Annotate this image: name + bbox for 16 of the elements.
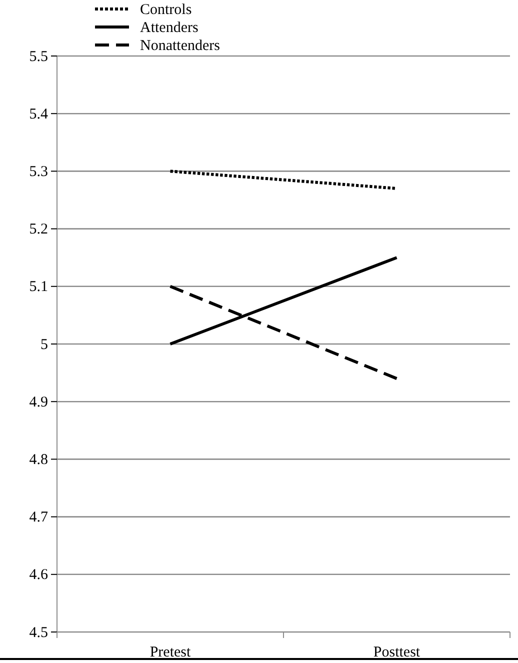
- y-tick-label: 5.1: [29, 279, 48, 296]
- y-tick-label: 5: [40, 336, 48, 353]
- y-tick-label: 5.4: [29, 106, 48, 122]
- y-tick-label: 4.5: [29, 624, 48, 641]
- y-tick-label: 5.3: [29, 164, 48, 180]
- x-tick-label: Posttest: [373, 644, 421, 661]
- y-tick-label: 4.9: [29, 394, 48, 410]
- y-tick-label: 4.7: [29, 510, 48, 526]
- y-tick-label: 4.8: [29, 452, 48, 468]
- legend-label: Nonattenders: [140, 38, 220, 54]
- y-tick-label: 5.5: [29, 48, 48, 65]
- legend-label: Controls: [140, 2, 192, 18]
- x-tick-label: Pretest: [150, 644, 192, 661]
- y-tick-label: 4.6: [29, 567, 48, 584]
- legend-label: Attenders: [140, 20, 198, 36]
- y-tick-label: 5.2: [29, 222, 48, 238]
